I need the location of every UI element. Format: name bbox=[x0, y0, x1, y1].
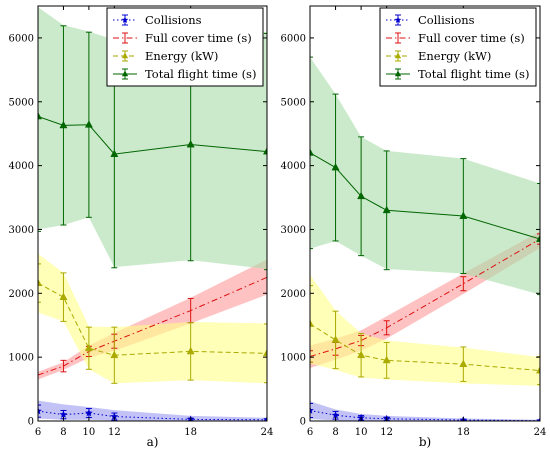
data-point bbox=[59, 410, 68, 418]
data-point bbox=[310, 319, 315, 327]
data-point bbox=[310, 406, 314, 414]
legend-marker bbox=[394, 52, 402, 59]
x-tick-label: 24 bbox=[261, 427, 274, 438]
legend-box bbox=[379, 7, 537, 87]
plot-frame bbox=[309, 5, 541, 422]
legend-label: Total flight time (s) bbox=[145, 67, 256, 81]
legend-marker bbox=[121, 16, 129, 23]
plot-area bbox=[38, 6, 267, 421]
y-tick-label: 2000 bbox=[281, 289, 306, 300]
panel-label: b) bbox=[419, 435, 431, 449]
data-point bbox=[459, 359, 468, 368]
series-line bbox=[38, 276, 267, 376]
data-point bbox=[536, 416, 540, 421]
legend-marker bbox=[121, 52, 129, 59]
data-point bbox=[84, 120, 93, 128]
data-point bbox=[331, 335, 340, 343]
confidence-band bbox=[310, 57, 540, 295]
data-point bbox=[38, 407, 42, 415]
data-point bbox=[186, 346, 195, 355]
x-tick-label: 18 bbox=[184, 427, 197, 438]
y-tick-label: 6000 bbox=[9, 33, 34, 44]
x-tick-label: 6 bbox=[307, 427, 313, 438]
plot-area bbox=[310, 56, 540, 421]
data-point bbox=[84, 343, 93, 352]
legend-label: Energy (kW) bbox=[418, 49, 491, 63]
x-tick-label: 8 bbox=[332, 427, 338, 438]
x-tick-label: 10 bbox=[83, 427, 96, 438]
data-point bbox=[357, 191, 366, 200]
y-tick-label: 5000 bbox=[281, 97, 306, 108]
confidence-band bbox=[310, 274, 540, 386]
data-point bbox=[459, 211, 468, 219]
chart-panel-b: 0 1000 2000 3000 4000 5000 6000 6 8 10 12 18 24 b) Col… bbox=[281, 5, 547, 449]
data-point bbox=[357, 350, 366, 359]
data-point bbox=[38, 111, 43, 120]
confidence-band bbox=[38, 400, 267, 421]
data-point bbox=[110, 412, 119, 420]
x-tick-label: 24 bbox=[534, 427, 547, 438]
series-line bbox=[310, 238, 540, 357]
confidence-band bbox=[38, 253, 267, 384]
x-tick-label: 8 bbox=[60, 427, 66, 438]
y-tick-label: 0 bbox=[300, 417, 306, 428]
y-tick-label: 1000 bbox=[9, 353, 34, 364]
x-tick-label: 18 bbox=[457, 427, 470, 438]
data-point bbox=[382, 205, 391, 214]
data-point bbox=[38, 278, 43, 286]
series-line bbox=[310, 152, 540, 240]
x-tick-label: 10 bbox=[355, 427, 368, 438]
y-tick-label: 4000 bbox=[281, 161, 306, 172]
x-tick-label: 6 bbox=[35, 427, 41, 438]
data-point bbox=[535, 366, 540, 374]
legend-label: Full cover time (s) bbox=[145, 31, 252, 45]
data-point bbox=[331, 163, 340, 171]
panel-label: a) bbox=[147, 435, 159, 449]
plot-frame bbox=[37, 5, 268, 422]
legend-label: Energy (kW) bbox=[145, 49, 218, 63]
legend-label: Full cover time (s) bbox=[418, 31, 525, 45]
legend-box bbox=[106, 7, 264, 87]
data-point bbox=[262, 348, 267, 357]
x-tick-label: 12 bbox=[108, 427, 121, 438]
legend-label: Collisions bbox=[418, 13, 475, 27]
y-tick-label: 0 bbox=[28, 417, 34, 428]
series-line bbox=[310, 323, 540, 372]
confidence-band bbox=[310, 401, 540, 421]
data-point bbox=[186, 140, 195, 148]
legend-marker bbox=[394, 70, 402, 77]
y-tick-label: 5000 bbox=[9, 97, 34, 108]
x-tick-label: 12 bbox=[380, 427, 393, 438]
y-tick-label: 3000 bbox=[9, 225, 34, 236]
series-line bbox=[38, 115, 267, 155]
y-tick-label: 2000 bbox=[9, 289, 34, 300]
series-line bbox=[38, 410, 267, 421]
data-point bbox=[85, 409, 93, 417]
data-point bbox=[535, 234, 540, 242]
legend: Collisions Full cover time (s) Energy (kW)… bbox=[106, 7, 264, 87]
data-point bbox=[263, 415, 267, 421]
y-tick-label: 4000 bbox=[9, 161, 34, 172]
data-point bbox=[110, 350, 119, 359]
legend-label: Total flight time (s) bbox=[418, 67, 529, 81]
data-point bbox=[59, 292, 68, 300]
data-point bbox=[382, 355, 391, 364]
y-tick-label: 1000 bbox=[281, 353, 306, 364]
data-point bbox=[110, 149, 119, 157]
series-line bbox=[38, 282, 267, 356]
data-point bbox=[59, 120, 68, 129]
series-line bbox=[310, 409, 540, 421]
legend: Collisions Full cover time (s) Energy (kW)… bbox=[379, 7, 537, 87]
data-point bbox=[310, 148, 315, 156]
legend-marker bbox=[394, 16, 402, 23]
legend-label: Collisions bbox=[145, 13, 202, 27]
data-point bbox=[262, 147, 267, 155]
legend-marker bbox=[121, 70, 129, 77]
chart-panel-a: 0 1000 2000 3000 4000 5000 6000 6 8 10 12 18 24 a) Col… bbox=[9, 5, 274, 449]
data-point bbox=[331, 411, 340, 419]
y-tick-label: 3000 bbox=[281, 225, 306, 236]
y-tick-label: 6000 bbox=[281, 33, 306, 44]
